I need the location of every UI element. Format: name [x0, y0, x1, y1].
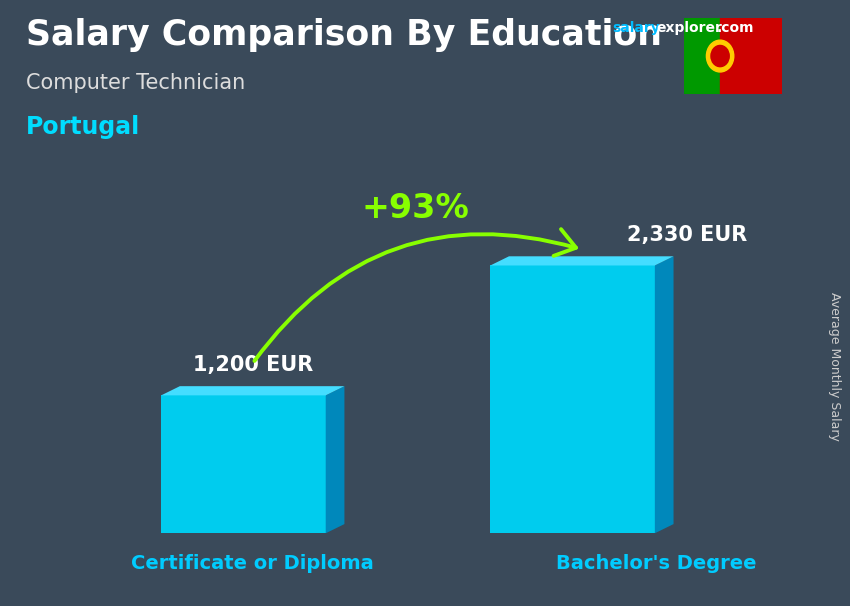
Polygon shape	[490, 265, 654, 533]
Text: Computer Technician: Computer Technician	[26, 73, 245, 93]
Text: 2,330 EUR: 2,330 EUR	[626, 225, 747, 245]
Text: .com: .com	[717, 21, 754, 35]
Text: 1,200 EUR: 1,200 EUR	[193, 355, 313, 375]
Circle shape	[706, 40, 734, 72]
Polygon shape	[490, 256, 673, 265]
FancyArrowPatch shape	[254, 229, 576, 361]
Polygon shape	[162, 386, 344, 395]
Bar	[684, 18, 720, 94]
Circle shape	[711, 45, 729, 67]
Text: Bachelor's Degree: Bachelor's Degree	[557, 554, 757, 573]
Text: explorer: explorer	[656, 21, 722, 35]
Text: salary: salary	[612, 21, 660, 35]
Text: Salary Comparison By Education: Salary Comparison By Education	[26, 18, 661, 52]
Text: Certificate or Diploma: Certificate or Diploma	[132, 554, 374, 573]
Bar	[720, 18, 782, 94]
Text: +93%: +93%	[361, 191, 469, 225]
Polygon shape	[654, 256, 673, 533]
Text: Average Monthly Salary: Average Monthly Salary	[828, 292, 841, 441]
Text: Portugal: Portugal	[26, 115, 139, 139]
Polygon shape	[162, 395, 326, 533]
Polygon shape	[326, 386, 344, 533]
